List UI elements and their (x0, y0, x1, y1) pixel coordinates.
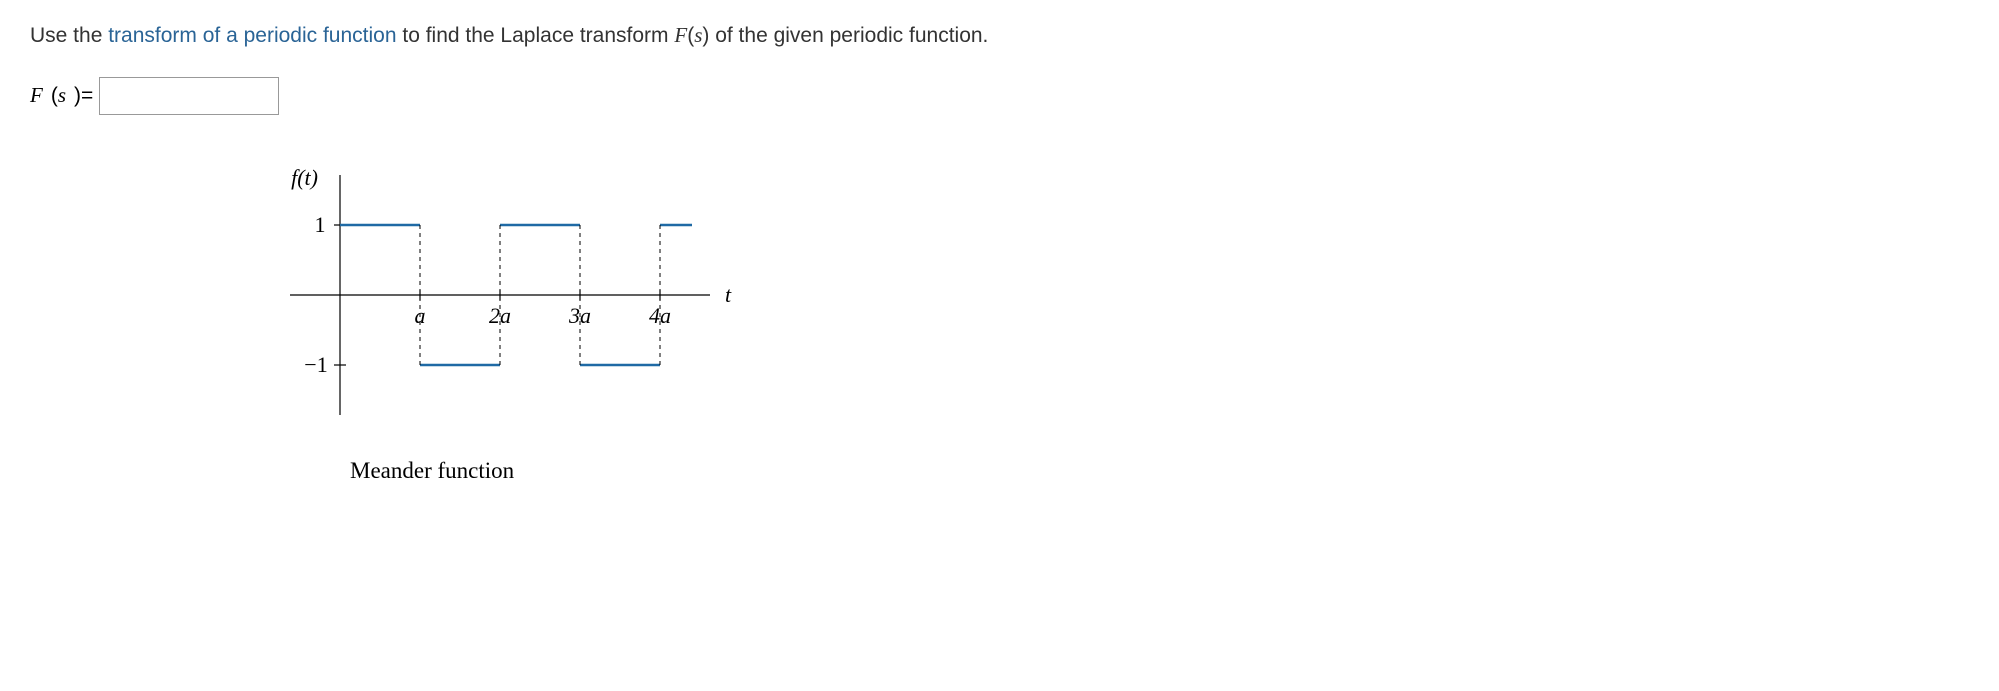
svg-text:t: t (725, 282, 732, 307)
transform-link[interactable]: transform of a periodic function (108, 24, 396, 47)
svg-text:f(t): f(t) (291, 165, 318, 190)
problem-statement: Use the transform of a periodic function… (30, 20, 1969, 52)
problem-middle: to find the Laplace transform (397, 24, 675, 47)
problem-prefix: Use the (30, 24, 108, 47)
fs-f: F (674, 23, 687, 47)
answer-row: F (s) = (30, 77, 1969, 115)
meander-chart: 1−1a2a3a4af(t)t Meander function (280, 155, 780, 485)
answer-equals: = (81, 84, 93, 108)
svg-text:1: 1 (315, 212, 326, 237)
chart-caption: Meander function (350, 458, 780, 484)
answer-input[interactable] (99, 77, 279, 115)
answer-s: s (58, 83, 66, 108)
answer-close: ) (74, 84, 81, 108)
chart-svg: 1−1a2a3a4af(t)t (280, 155, 780, 445)
problem-suffix: of the given periodic function. (709, 24, 988, 47)
svg-text:−1: −1 (304, 352, 327, 377)
answer-f: F (30, 83, 43, 108)
answer-open: ( (51, 84, 58, 108)
